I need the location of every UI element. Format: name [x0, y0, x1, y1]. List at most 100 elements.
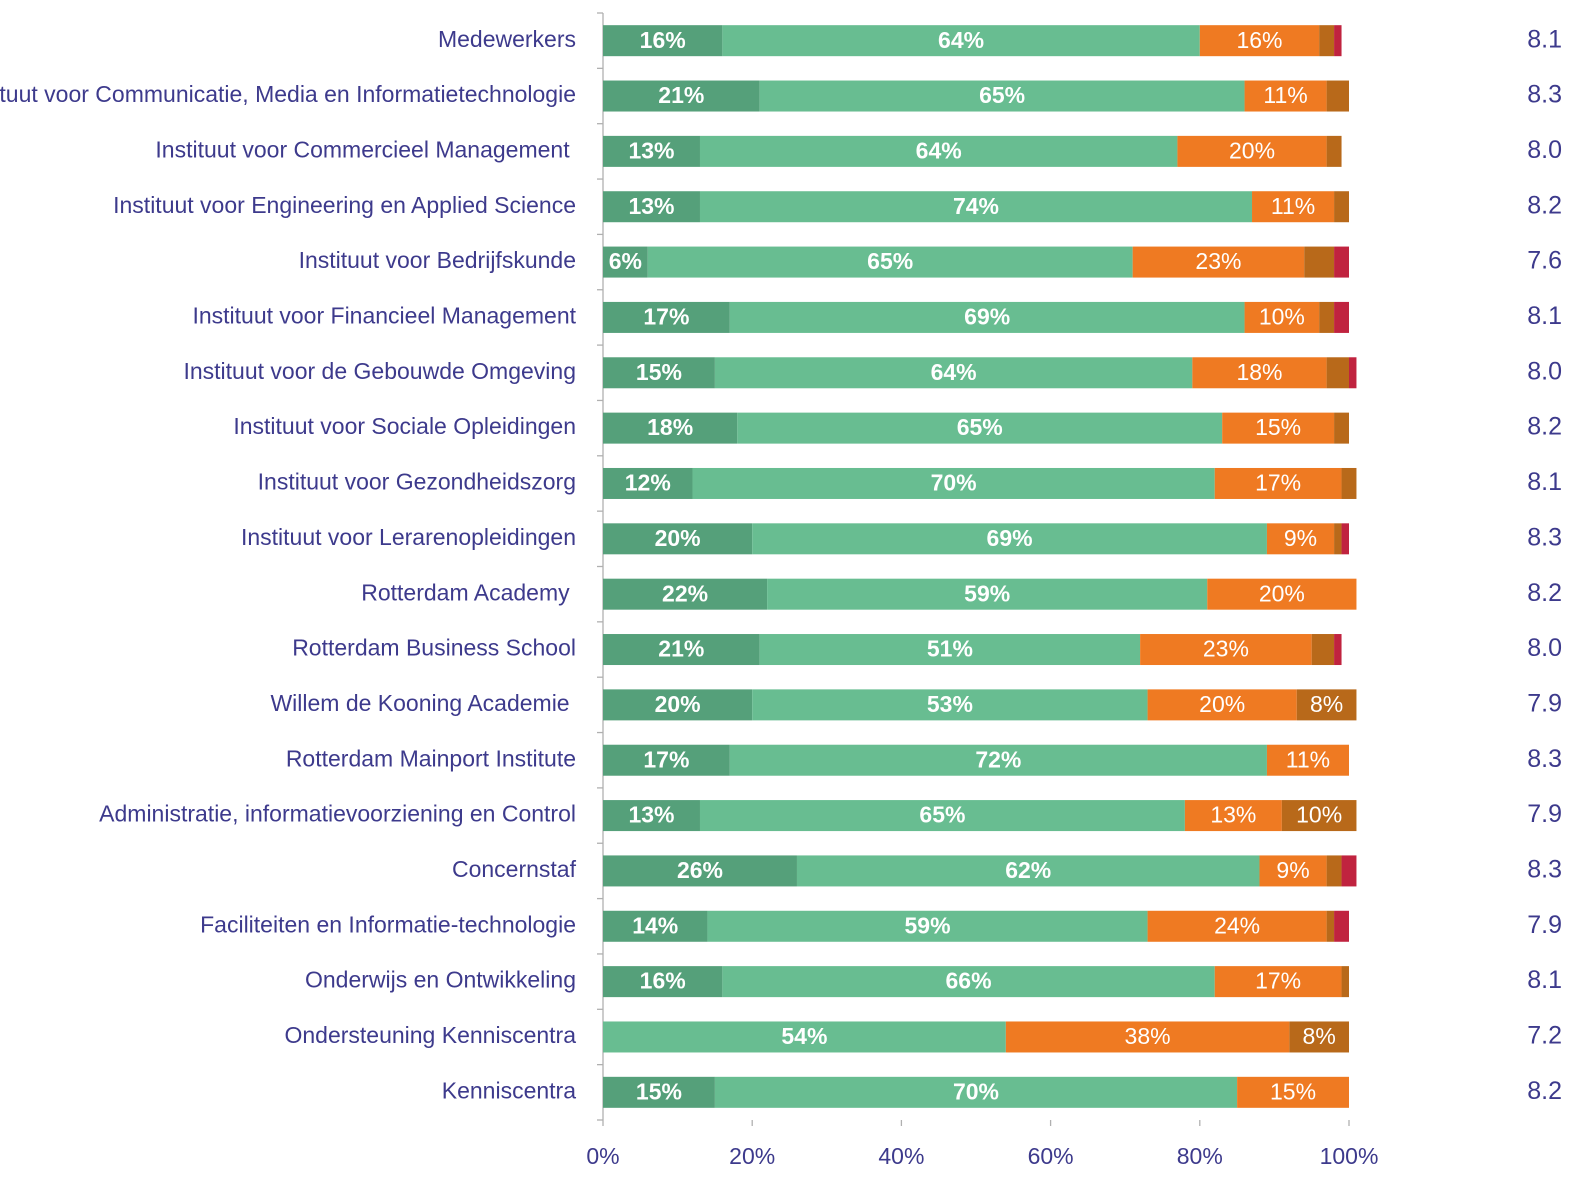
score-label: 8.2	[1527, 191, 1562, 219]
bar-segment	[603, 1021, 1006, 1053]
score-label: 8.2	[1527, 1077, 1562, 1105]
value-label: 53%	[927, 691, 973, 717]
bar-segment	[1326, 910, 1335, 942]
value-label: 54%	[781, 1023, 827, 1049]
value-label: 16%	[640, 27, 686, 53]
bar-segment	[692, 467, 1215, 499]
bar-segment	[603, 744, 730, 776]
value-label: 21%	[658, 82, 704, 108]
bar-segment	[1140, 634, 1312, 666]
bar-segment	[707, 910, 1148, 942]
bar-segment	[603, 301, 730, 333]
bar-segment	[603, 412, 738, 444]
bar-segment	[1349, 357, 1357, 389]
bar-segment	[603, 578, 768, 610]
category-label: Concernstaf	[452, 856, 577, 882]
category-label: Kenniscentra	[442, 1077, 576, 1103]
bar-segment	[1214, 966, 1342, 998]
bar-segment	[752, 689, 1148, 721]
bar-segment	[603, 80, 760, 112]
value-label: 65%	[919, 802, 965, 828]
bar-segment	[1192, 357, 1327, 389]
bar-segment	[1266, 523, 1335, 555]
value-label: 74%	[953, 193, 999, 219]
value-label: 17%	[1255, 470, 1301, 496]
bar-segment	[729, 744, 1267, 776]
value-label: 20%	[655, 691, 701, 717]
value-label: 11%	[1286, 746, 1330, 772]
bar-segment	[1289, 1021, 1349, 1053]
bar-segment	[1296, 689, 1357, 721]
value-label: 16%	[1236, 27, 1282, 53]
bar-segment	[603, 910, 708, 942]
bar-segment	[1214, 467, 1342, 499]
value-label: 38%	[1125, 1023, 1171, 1049]
category-label: Instituut voor Sociale Opleidingen	[233, 413, 576, 439]
bar-segment	[737, 412, 1223, 444]
value-label: 13%	[628, 193, 674, 219]
value-label: 65%	[867, 248, 913, 274]
bar-segment	[603, 191, 700, 223]
value-label: 65%	[979, 82, 1025, 108]
value-label: 21%	[658, 636, 704, 662]
value-label: 72%	[975, 746, 1021, 772]
bar-segment	[603, 966, 723, 998]
bar-segment	[796, 855, 1260, 887]
score-label: 8.3	[1527, 745, 1562, 773]
category-label: Faciliteiten en Informatie-technologie	[200, 911, 576, 937]
value-label: 70%	[931, 470, 977, 496]
score-label: 8.3	[1527, 523, 1562, 551]
category-label: Instituut voor Financieel Management	[192, 303, 576, 329]
bar-segment	[1311, 634, 1335, 666]
category-label: Rotterdam Business School	[292, 635, 576, 661]
category-label: Instituut voor Gezondheidszorg	[258, 469, 576, 495]
bar-segment	[603, 1076, 715, 1108]
value-label: 8%	[1303, 1023, 1336, 1049]
value-label: 20%	[655, 525, 701, 551]
score-label: 8.1	[1527, 302, 1562, 330]
score-label: 7.6	[1527, 247, 1562, 275]
value-label: 69%	[964, 304, 1010, 330]
value-label: 64%	[916, 137, 962, 163]
bar-segment	[1334, 910, 1349, 942]
bar-segment	[759, 634, 1141, 666]
category-label: Administratie, informatievoorziening en …	[99, 801, 576, 827]
x-tick-label: 80%	[1177, 1143, 1223, 1169]
score-label: 8.1	[1527, 25, 1562, 53]
value-label: 15%	[1255, 414, 1301, 440]
bar-segment	[1237, 1076, 1349, 1108]
value-label: 62%	[1005, 857, 1051, 883]
value-label: 51%	[927, 636, 973, 662]
bar-segment	[1177, 135, 1327, 167]
value-label: 24%	[1214, 912, 1260, 938]
bar-segment	[729, 301, 1245, 333]
bar-segment	[1334, 301, 1349, 333]
bar-segment	[1334, 634, 1342, 666]
bar-segment	[1334, 25, 1342, 57]
bar-segment	[1319, 301, 1335, 333]
bar-segment	[647, 246, 1133, 278]
bar-segment	[722, 966, 1215, 998]
value-label: 22%	[662, 580, 708, 606]
bar-segment	[752, 523, 1267, 555]
bar-segment	[1184, 800, 1282, 832]
bar-segment	[1244, 80, 1327, 112]
score-label: 8.0	[1527, 357, 1562, 385]
value-label: 66%	[946, 968, 992, 994]
bar-segment	[603, 800, 700, 832]
bar-segment	[1005, 1021, 1290, 1053]
bar-segment	[1266, 744, 1349, 776]
value-label: 11%	[1271, 193, 1315, 219]
category-label: Medewerkers	[438, 26, 576, 52]
value-label: 16%	[640, 968, 686, 994]
value-label: 10%	[1296, 802, 1342, 828]
score-label: 7.9	[1527, 800, 1562, 828]
bar-segment	[1199, 25, 1320, 57]
bar-segment	[1326, 357, 1349, 389]
score-label: 8.3	[1527, 856, 1562, 884]
value-label: 65%	[957, 414, 1003, 440]
bar-segment	[1244, 301, 1320, 333]
value-label: 17%	[643, 746, 689, 772]
category-label: Ondersteuning Kenniscentra	[284, 1022, 576, 1048]
